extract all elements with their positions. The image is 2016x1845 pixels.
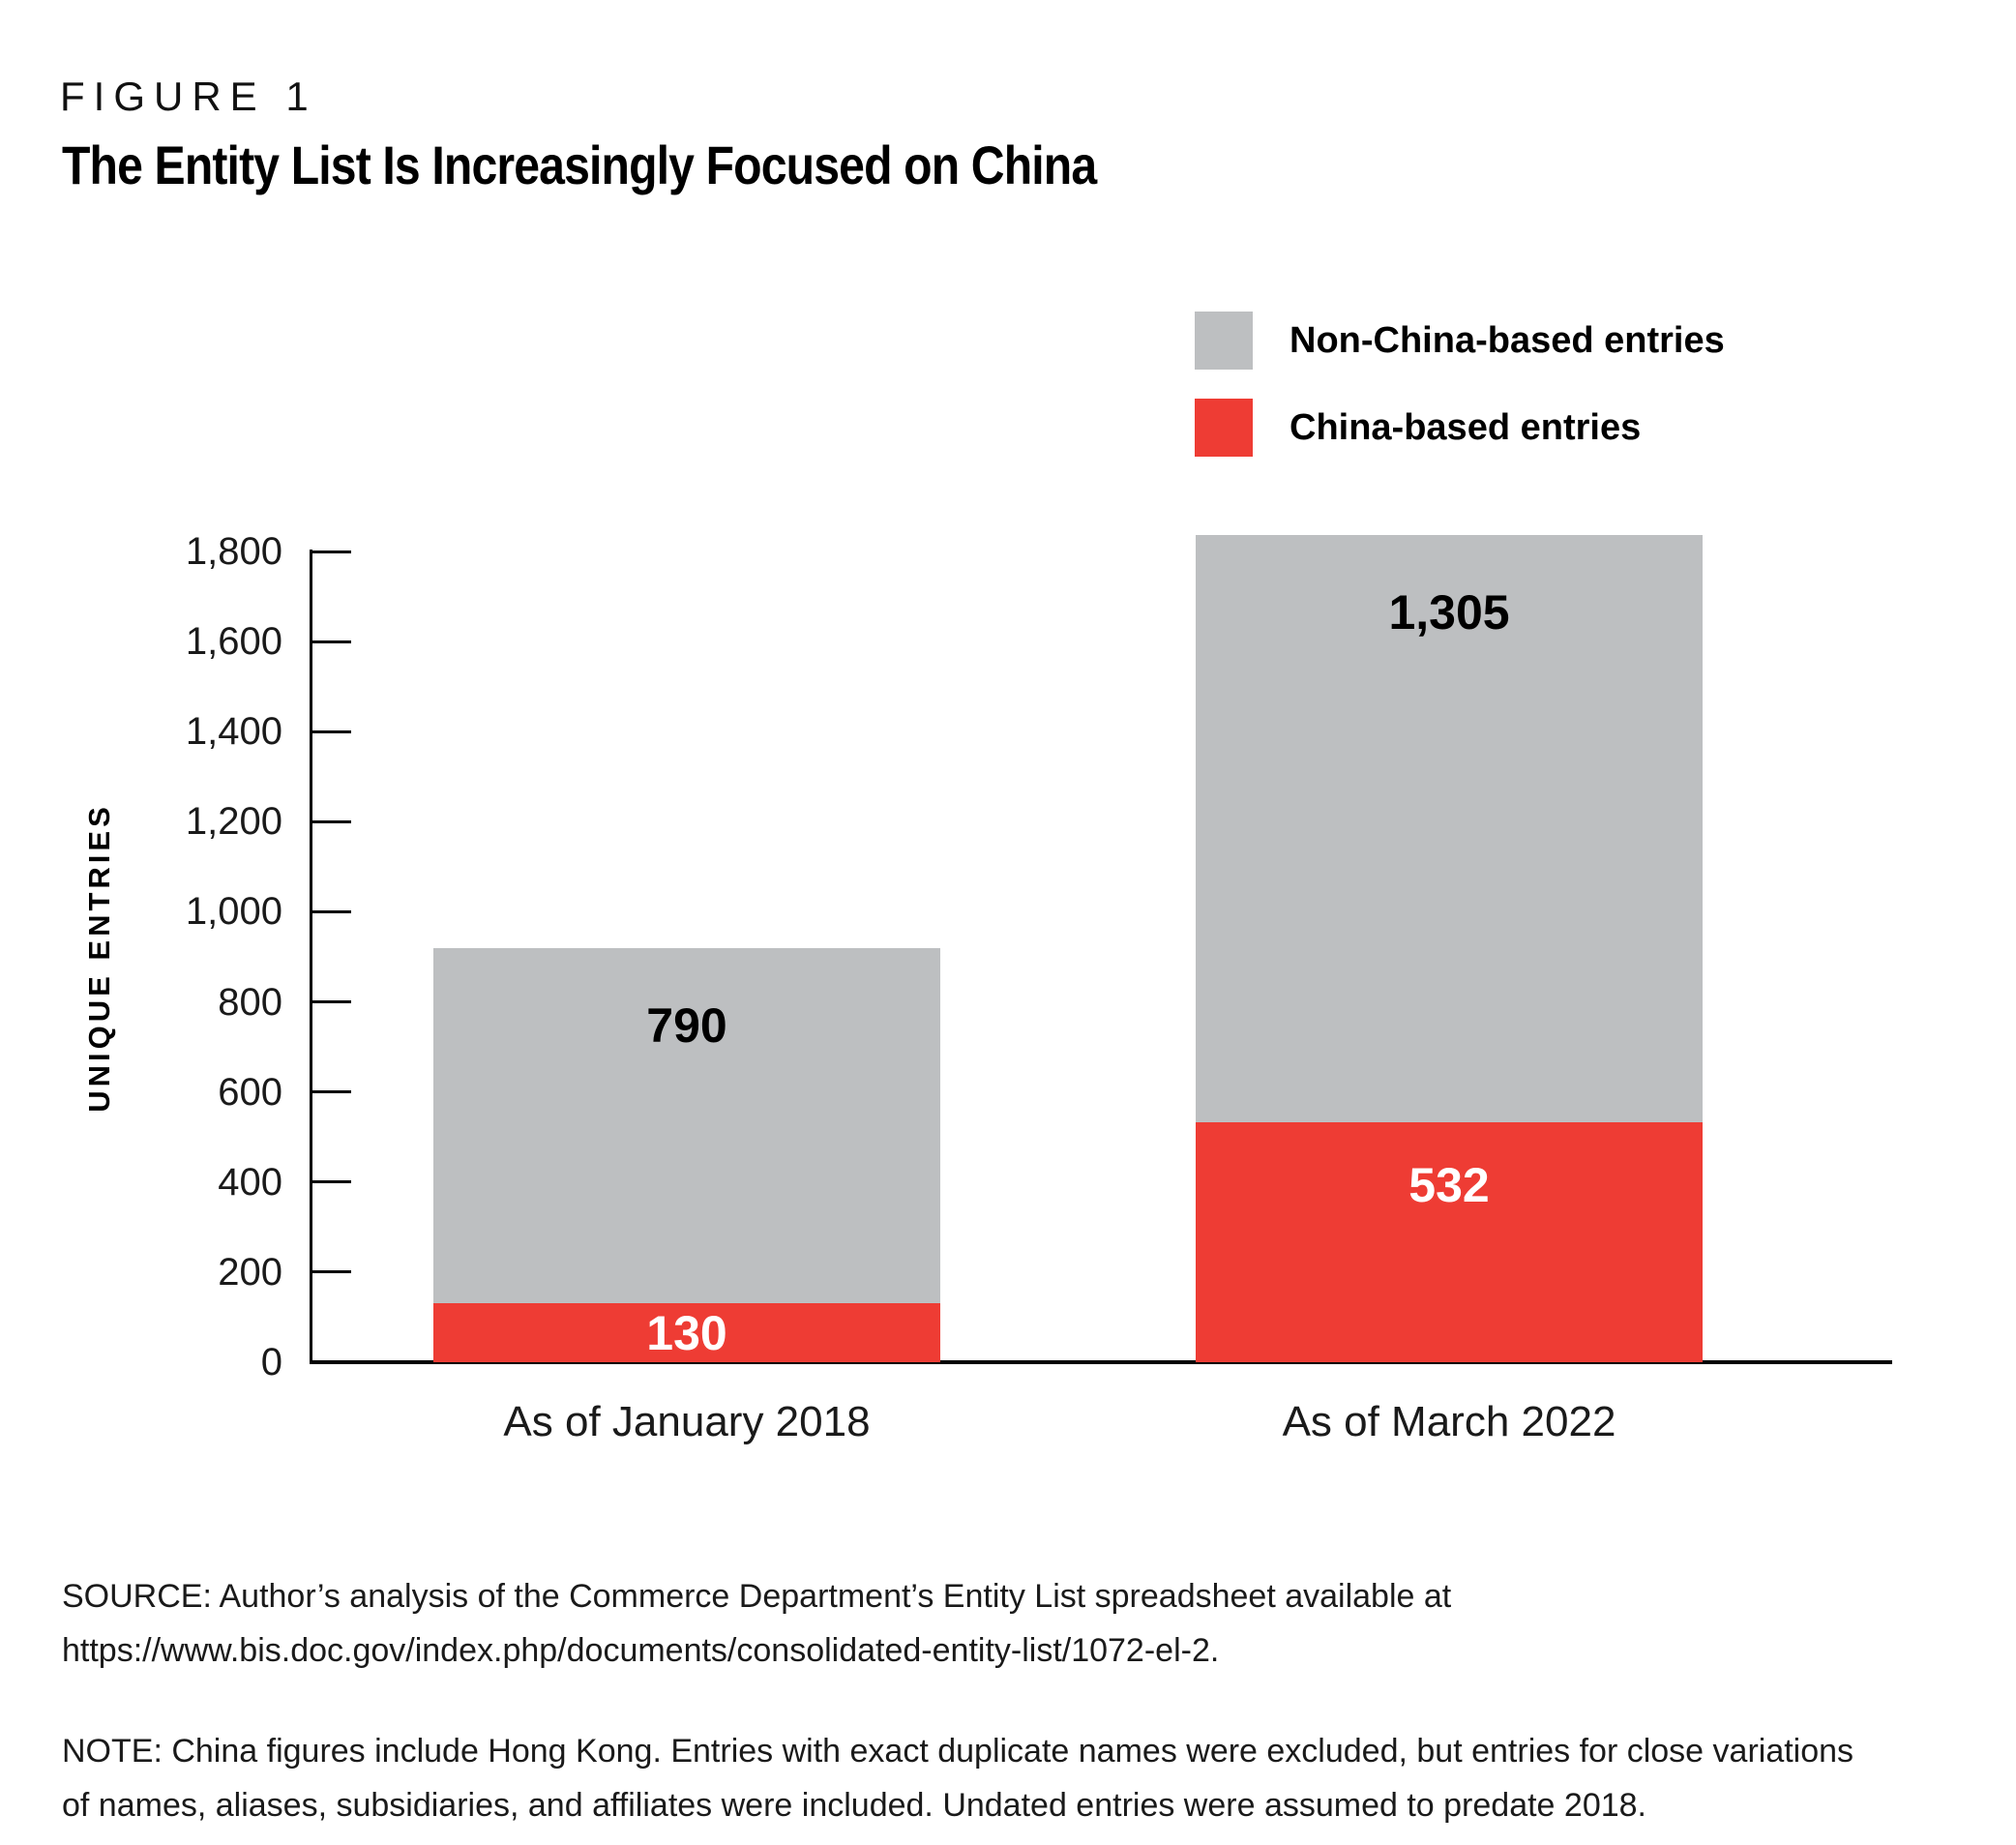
bar-segment-china: [433, 1303, 940, 1362]
y-tick-mark: [312, 729, 351, 733]
bar-value-label: 130: [646, 1305, 727, 1360]
x-axis-category-label: As of March 2022: [1282, 1398, 1616, 1445]
y-tick-mark: [312, 909, 351, 913]
legend-item-china: China-based entries: [1195, 399, 1725, 457]
y-tick-label: 400: [218, 1160, 282, 1204]
y-tick-label: 600: [218, 1070, 282, 1114]
y-tick-label: 1,000: [185, 890, 282, 934]
x-axis-baseline: [310, 1360, 1892, 1364]
y-tick-label: 1,200: [185, 800, 282, 844]
legend-label: Non-China-based entries: [1290, 319, 1725, 361]
bar-value-label: 532: [1408, 1158, 1490, 1213]
legend-swatch-red: [1195, 399, 1253, 457]
note-text: NOTE: China figures include Hong Kong. E…: [62, 1733, 1854, 1824]
legend-label: China-based entries: [1290, 406, 1642, 448]
y-tick-mark: [312, 819, 351, 823]
bar-value-label: 1,305: [1388, 584, 1510, 640]
y-tick-label: 1,800: [185, 530, 282, 573]
legend-item-non-china: Non-China-based entries: [1195, 312, 1725, 370]
bar-segment-non-china: [433, 947, 940, 1304]
legend-swatch-gray: [1195, 312, 1253, 370]
y-tick-label: 0: [260, 1341, 282, 1384]
chart-title: The Entity List Is Increasingly Focused …: [62, 134, 1097, 195]
y-tick-mark: [312, 1090, 351, 1094]
y-tick-label: 1,400: [185, 710, 282, 754]
x-axis-category-label: As of January 2018: [503, 1398, 871, 1445]
figure-number-label: FIGURE 1: [60, 74, 317, 119]
y-tick-mark: [312, 550, 351, 553]
y-tick-mark: [312, 1000, 351, 1004]
y-tick-mark: [312, 1270, 351, 1274]
y-tick-mark: [312, 640, 351, 643]
chart-legend: Non-China-based entries China-based entr…: [1195, 312, 1725, 486]
y-tick-mark: [312, 1180, 351, 1184]
bar-segment-china: [1196, 1122, 1703, 1362]
y-tick-label: 200: [218, 1250, 282, 1294]
source-text: SOURCE: Author’s analysis of the Commerc…: [62, 1578, 1452, 1669]
y-axis-line: [310, 550, 312, 1363]
y-tick-label: 1,600: [185, 620, 282, 664]
y-tick-label: 800: [218, 980, 282, 1024]
bar-segment-non-china: [1196, 534, 1703, 1123]
bar-value-label: 790: [646, 997, 727, 1053]
